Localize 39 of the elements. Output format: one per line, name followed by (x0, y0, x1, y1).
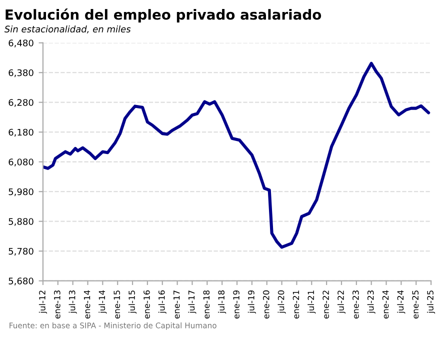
x-tick-label: jul-17 (188, 290, 196, 314)
x-tick-label: ene-16 (144, 290, 150, 319)
x-tick-label: jul-12 (38, 290, 48, 314)
x-tick-label: jul-25 (427, 290, 436, 314)
x-tick-label: jul-13 (68, 290, 77, 314)
y-tick-label: 5,680 (8, 278, 34, 286)
x-tick-label: jul-21 (308, 290, 316, 314)
x-tick-label: jul-22 (337, 290, 346, 314)
x-tick-label: ene-25 (412, 290, 419, 319)
x-tick-label: ene-19 (233, 290, 240, 319)
x-tick-label: ene-15 (114, 290, 120, 319)
y-tick-label: 6,080 (8, 158, 34, 166)
y-tick-label: 6,280 (8, 99, 34, 107)
x-tick-label: jul-15 (128, 290, 137, 314)
x-tick-label: ene-13 (54, 290, 60, 319)
x-tick-label: ene-22 (322, 290, 329, 319)
x-tick-label: ene-24 (382, 290, 389, 319)
y-tick-label: 6,480 (8, 40, 34, 48)
x-tick-label: ene-18 (203, 290, 210, 319)
x-tick-label: ene-20 (262, 290, 270, 319)
x-tick-label: jul-14 (98, 290, 107, 314)
y-tick-label: 5,980 (8, 188, 34, 196)
x-tick-label: ene-21 (292, 290, 300, 319)
x-tick-label: ene-23 (352, 290, 359, 319)
x-tick-label: ene-17 (174, 290, 180, 319)
x-tick-label: jul-19 (248, 290, 256, 314)
y-tick-label: 5,780 (8, 248, 34, 256)
x-tick-label: jul-23 (367, 290, 376, 314)
x-tick-label: jul-20 (278, 290, 286, 314)
y-tick-label: 6,180 (8, 128, 34, 137)
x-tick-label: jul-16 (158, 290, 166, 314)
y-tick-label: 5,880 (8, 218, 34, 226)
y-tick-label: 6,380 (8, 69, 34, 78)
chart-subtitle: Sin estacionalidad, en miles (4, 26, 131, 34)
x-tick-label: jul-18 (218, 290, 226, 314)
x-tick-label: ene-14 (84, 290, 90, 319)
line-series (42, 62, 430, 249)
chart-title: Evolución del empleo privado asalariado (6, 8, 322, 22)
x-tick-label: jul-24 (397, 290, 406, 314)
